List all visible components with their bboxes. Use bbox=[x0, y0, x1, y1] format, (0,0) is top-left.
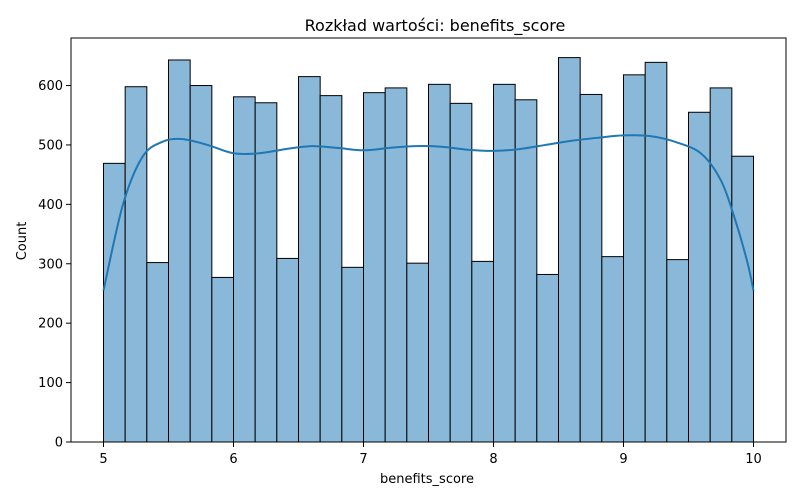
histogram-bar bbox=[579, 93, 603, 443]
histogram-bar bbox=[449, 102, 473, 443]
histogram-bar bbox=[471, 260, 495, 443]
y-tick-label: 400 bbox=[38, 198, 63, 213]
histogram-bar bbox=[406, 262, 430, 443]
x-tick-label: 8 bbox=[489, 452, 497, 467]
chart-title: Rozkład wartości: benefits_score bbox=[305, 16, 566, 36]
histogram-bar bbox=[601, 256, 624, 443]
bars-group bbox=[103, 57, 754, 443]
histogram-bar bbox=[428, 83, 451, 443]
y-axis-label: Count bbox=[15, 222, 30, 261]
histogram-bar bbox=[731, 155, 754, 443]
x-tick-label: 9 bbox=[619, 452, 627, 467]
histogram-bar bbox=[666, 259, 689, 443]
histogram-bar bbox=[688, 111, 711, 443]
x-tick-label: 5 bbox=[99, 452, 107, 467]
x-tick-label: 10 bbox=[745, 452, 762, 467]
kde-line bbox=[102, 134, 755, 291]
x-axis-label: benefits_score bbox=[380, 472, 474, 487]
x-tick-label: 7 bbox=[359, 452, 367, 467]
y-tick-label: 100 bbox=[38, 376, 63, 391]
histogram-bar bbox=[493, 83, 516, 443]
histogram-bar bbox=[709, 87, 733, 443]
histogram-bar bbox=[384, 87, 408, 443]
histogram-bar bbox=[363, 92, 386, 443]
histogram-bar bbox=[623, 74, 646, 443]
histogram-bar bbox=[558, 57, 581, 443]
histogram-bar bbox=[536, 273, 559, 443]
y-tick-label: 500 bbox=[38, 138, 63, 153]
x-tick-label: 6 bbox=[229, 452, 237, 467]
y-tick-label: 300 bbox=[38, 257, 63, 272]
y-tick-label: 0 bbox=[55, 436, 63, 451]
histogram-bar bbox=[233, 96, 256, 443]
histogram-bar bbox=[341, 266, 365, 443]
histogram-bar bbox=[124, 86, 148, 443]
histogram-bar bbox=[146, 262, 169, 443]
y-axis: 0 100 200 300 400 500 600 bbox=[38, 79, 71, 451]
histogram-bar bbox=[168, 59, 191, 443]
histogram-bar bbox=[298, 76, 321, 443]
histogram-bar bbox=[276, 257, 300, 443]
histogram-bar bbox=[514, 99, 538, 443]
plot-frame bbox=[70, 37, 787, 443]
y-tick-label: 600 bbox=[38, 79, 63, 94]
histogram-bar bbox=[644, 61, 668, 443]
histogram-bar bbox=[189, 85, 213, 443]
x-axis: 5 6 7 8 9 10 bbox=[99, 442, 762, 467]
histogram-bar bbox=[211, 276, 234, 443]
y-tick-label: 200 bbox=[38, 317, 63, 332]
